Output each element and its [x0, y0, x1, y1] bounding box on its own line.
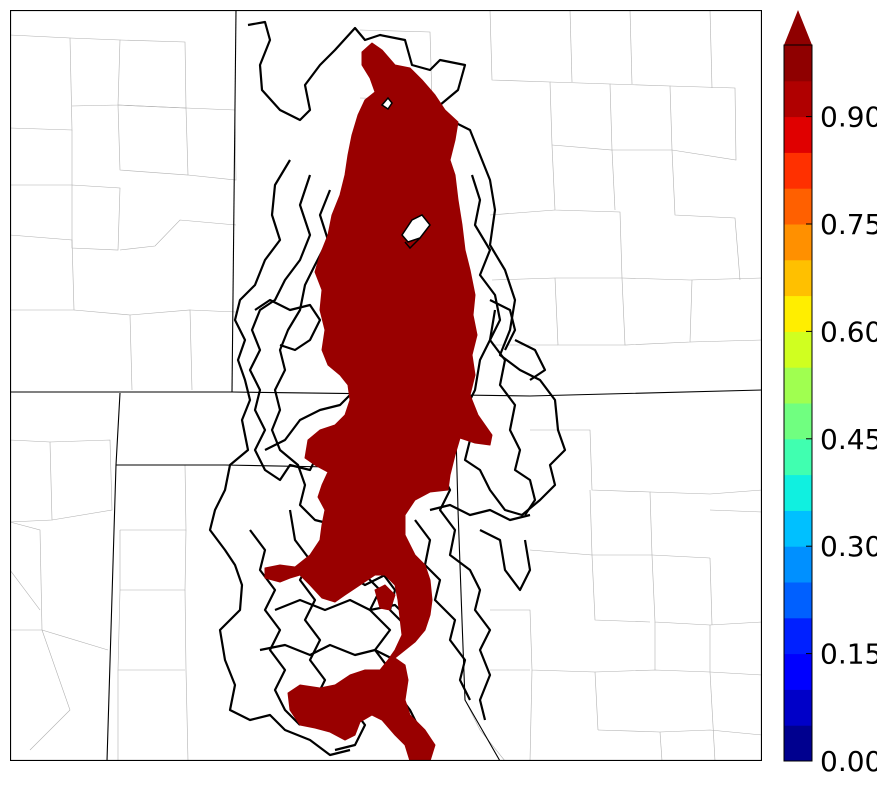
colorbar-segment	[784, 403, 812, 440]
colorbar-segment	[784, 582, 812, 619]
map-canvas	[10, 10, 762, 761]
colorbar-segment	[784, 689, 812, 726]
colorbar-tick-label: 0.90	[820, 101, 877, 134]
fill-gaps	[380, 96, 431, 243]
colorbar-frame	[783, 44, 813, 762]
colorbar-tick-label: 0.75	[820, 208, 877, 241]
map-frame	[10, 10, 762, 761]
colorbar-segment	[784, 617, 812, 655]
colorbar-tick-label: 0.45	[820, 423, 877, 456]
ensemble-contours	[208, 20, 567, 757]
colorbar-segment	[784, 259, 812, 297]
colorbar-segment	[784, 510, 812, 547]
colorbar-segment	[784, 653, 812, 690]
colorbar-ticks: 0.00 0.15 0.30 0.45 0.60 0.75 0.90	[806, 101, 877, 778]
colorbar-tick-label: 0.30	[820, 530, 877, 563]
map-panel	[10, 10, 762, 761]
colorbar-segment	[784, 438, 812, 476]
colorbar-tick-label: 0.60	[820, 315, 877, 348]
colorbar-tick-label: 0.15	[820, 638, 877, 671]
colorbar-segment	[784, 546, 812, 583]
colorbar-segment	[784, 224, 812, 261]
colorbar-segments	[784, 45, 812, 762]
county-boundaries	[10, 10, 762, 761]
probability-fill	[264, 42, 493, 761]
colorbar-segment	[784, 725, 812, 762]
colorbar-segment	[784, 80, 812, 118]
colorbar-extend-arrow	[784, 10, 812, 45]
colorbar-segment	[784, 331, 812, 368]
colorbar-segment	[784, 188, 812, 225]
colorbar-segment	[784, 152, 812, 189]
colorbar-segment	[784, 295, 812, 332]
colorbar-tick-label: 0.00	[820, 745, 877, 778]
colorbar-segment	[784, 45, 812, 82]
colorbar-segment	[784, 474, 812, 511]
contour-overlay	[404, 237, 421, 250]
colorbar-segment	[784, 116, 812, 153]
colorbar: 0.00 0.15 0.30 0.45 0.60 0.75 0.90	[783, 10, 877, 778]
colorbar-segment	[784, 367, 812, 404]
